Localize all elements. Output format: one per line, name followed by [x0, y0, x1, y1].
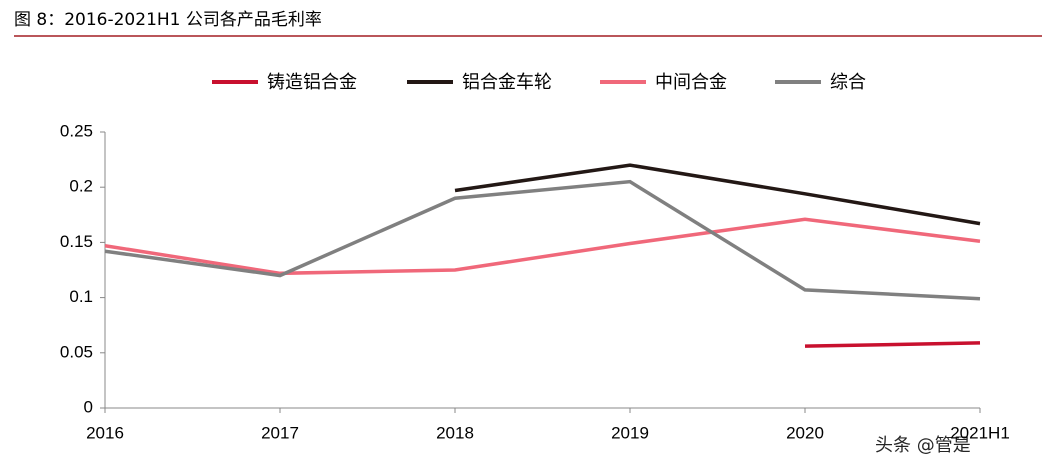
- y-tick-label: 0.2: [69, 177, 93, 196]
- x-tick-label: 2021H1: [950, 423, 1010, 442]
- legend-label: 铝合金车轮: [462, 72, 552, 93]
- series-line: [454, 163, 981, 226]
- legend-label: 铸造铝合金: [267, 72, 357, 93]
- y-tick-label: 0.05: [60, 342, 93, 361]
- watermark: 头条 @管是: [875, 435, 971, 456]
- x-tick-label: 2019: [611, 423, 649, 442]
- y-tick-label: 0.15: [60, 232, 93, 251]
- y-tick-label: 0.1: [69, 287, 93, 306]
- y-tick-label: 0: [84, 397, 93, 416]
- legend-label: 综合: [830, 72, 866, 93]
- x-tick-label: 2016: [86, 423, 124, 442]
- x-tick-label: 2020: [786, 423, 824, 442]
- legend-label: 中间合金: [655, 72, 727, 93]
- chart-title: 图 8：2016-2021H1 公司各产品毛利率: [14, 10, 322, 30]
- x-tick-label: 2018: [436, 423, 474, 442]
- x-tick-label: 2017: [261, 423, 299, 442]
- y-tick-label: 0.25: [60, 121, 93, 140]
- series-line: [804, 341, 981, 348]
- series-line: [104, 217, 981, 276]
- series-line: [104, 179, 981, 301]
